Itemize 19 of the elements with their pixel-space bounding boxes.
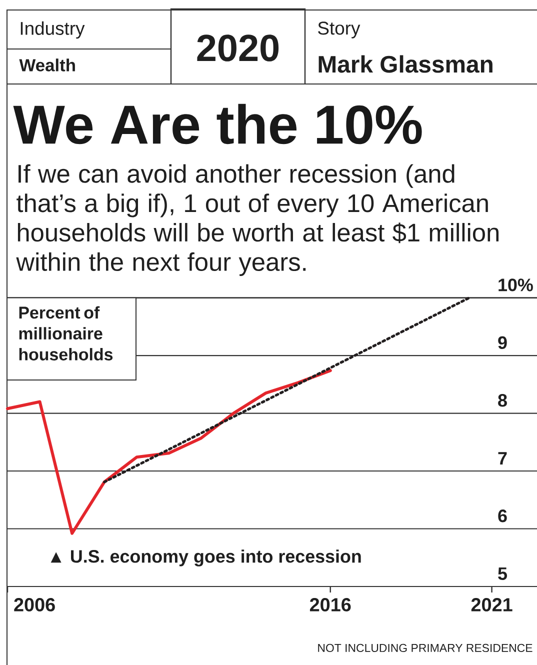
y-tick-label: 6	[498, 510, 507, 522]
text: Story	[318, 22, 360, 38]
text: NOT INCLUDING PRIMARY RESIDENCE	[318, 644, 532, 652]
y-tick-label: 8	[498, 394, 507, 407]
y-tick-label: 9	[498, 336, 507, 350]
x-tick-label: 2006	[14, 598, 55, 612]
text: Wealth	[19, 58, 75, 72]
y-tick-label: 7	[498, 452, 507, 464]
x-tick-label: 2016	[310, 598, 351, 612]
text: Industry	[20, 21, 85, 39]
chart-subtitle: If we can avoid another recession (and that’s a big if), 1 out of every 10 American households will be worth at least $1 million within the next four years.	[16, 164, 499, 276]
text: Mark Glassman	[318, 55, 492, 73]
x-tick-label: 2021	[471, 598, 512, 612]
chart-title: We Are the 10%	[13, 104, 422, 144]
annotation: ▲ U.S. economy goes into recession	[50, 550, 361, 566]
y-tick-label: 10%	[498, 278, 533, 292]
text: 2020	[197, 34, 279, 62]
y-tick-label: 5	[498, 567, 508, 580]
y-axis-title: Percent of millionaire households	[19, 306, 113, 360]
